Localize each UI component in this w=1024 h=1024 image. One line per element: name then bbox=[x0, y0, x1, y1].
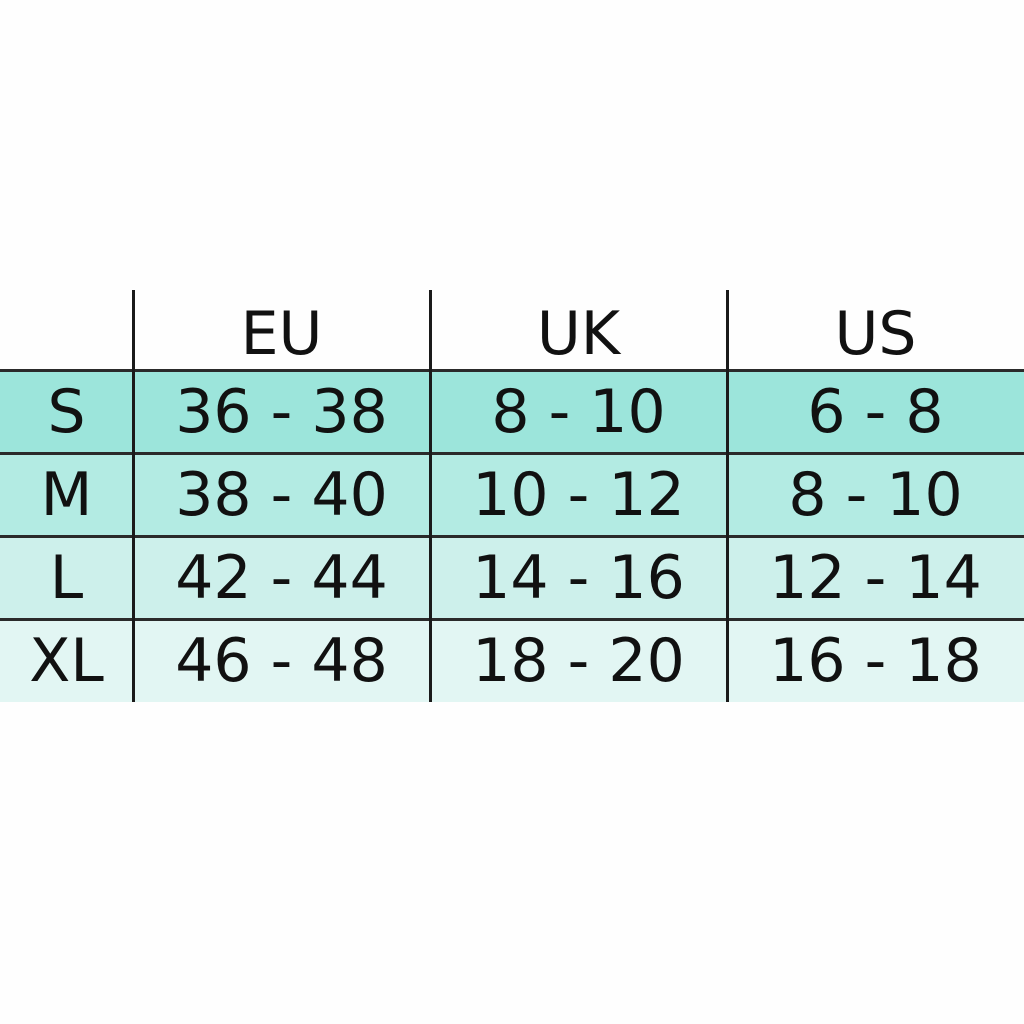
size-value: 14 - 16 bbox=[472, 542, 685, 613]
column-header: EU bbox=[240, 299, 323, 369]
column-divider bbox=[429, 290, 432, 702]
size-value: 16 - 18 bbox=[769, 625, 982, 696]
size-value: 18 - 20 bbox=[472, 625, 685, 696]
row-divider bbox=[0, 535, 1024, 538]
size-label: M bbox=[40, 459, 93, 530]
size-value: 46 - 48 bbox=[175, 625, 388, 696]
row-divider bbox=[0, 369, 1024, 372]
row-divider bbox=[0, 452, 1024, 455]
column-header: US bbox=[834, 299, 917, 369]
size-label: XL bbox=[29, 625, 104, 696]
row-divider bbox=[0, 618, 1024, 621]
size-value: 6 - 8 bbox=[807, 376, 944, 447]
size-value: 8 - 10 bbox=[491, 376, 666, 447]
size-value: 8 - 10 bbox=[788, 459, 963, 530]
column-header: UK bbox=[536, 299, 621, 369]
row-background bbox=[0, 453, 1024, 536]
column-divider bbox=[726, 290, 729, 702]
size-value: 10 - 12 bbox=[472, 459, 685, 530]
size-label: L bbox=[49, 542, 84, 613]
row-background bbox=[0, 619, 1024, 702]
size-value: 12 - 14 bbox=[769, 542, 982, 613]
size-value: 36 - 38 bbox=[175, 376, 388, 447]
column-divider bbox=[132, 290, 135, 702]
size-label: S bbox=[47, 376, 86, 447]
size-value: 38 - 40 bbox=[175, 459, 388, 530]
row-background bbox=[0, 536, 1024, 619]
row-background bbox=[0, 370, 1024, 453]
size-value: 42 - 44 bbox=[175, 542, 388, 613]
